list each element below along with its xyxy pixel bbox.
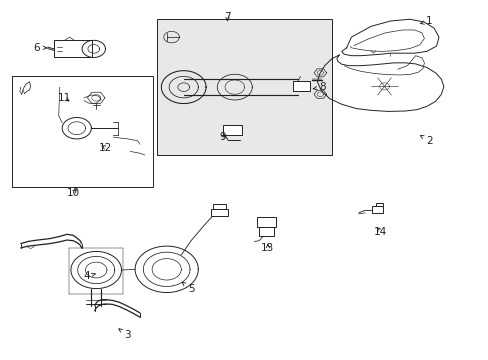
Bar [54,40,92,58]
Text: 5: 5 [182,282,194,294]
Bar [292,81,309,91]
Bar [375,203,382,206]
Text: 14: 14 [373,227,386,237]
Text: 4: 4 [83,271,95,282]
Text: 10: 10 [67,188,80,198]
Text: 8: 8 [313,82,325,92]
Text: 7: 7 [224,13,230,22]
Text: 9: 9 [219,132,225,142]
Text: 2: 2 [420,135,432,146]
Text: 12: 12 [99,143,112,153]
Text: 13: 13 [261,243,274,253]
Bar [371,206,382,213]
Bar [259,227,273,237]
Text: 6: 6 [33,43,46,53]
Bar [256,217,276,227]
Bar [12,76,153,187]
Bar [213,203,225,208]
Bar [211,208,228,216]
Text: 3: 3 [119,329,131,341]
Bar [222,125,242,135]
Bar [157,19,331,155]
Text: 1: 1 [420,16,432,26]
Text: 11: 11 [58,93,71,103]
